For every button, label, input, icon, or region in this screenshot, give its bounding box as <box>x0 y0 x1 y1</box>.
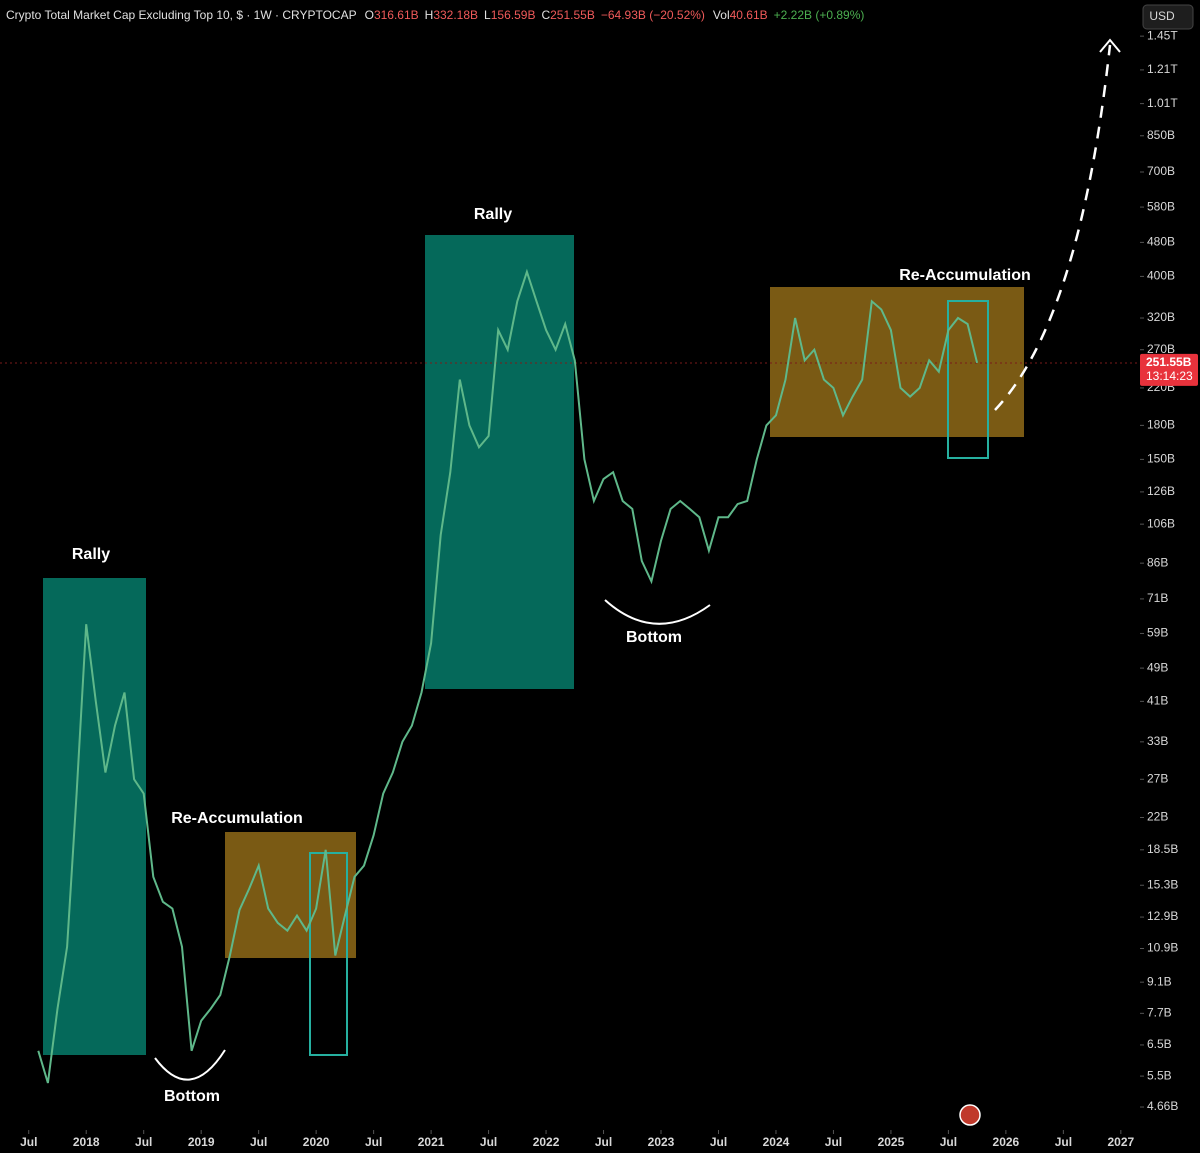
y-tick-label: 1.01T <box>1147 96 1178 110</box>
ohlc-value: 156.59B <box>491 8 536 22</box>
y-tick-label: 27B <box>1147 771 1168 785</box>
y-tick-label: 1.45T <box>1147 28 1178 42</box>
x-tick-label: 2023 <box>648 1135 675 1149</box>
bottom-arc <box>604 599 711 625</box>
x-tick-label: 2018 <box>73 1135 100 1149</box>
price-tag-label: 251.55B <box>1146 355 1192 369</box>
x-tick-label: Jul <box>250 1135 267 1149</box>
y-tick-label: 15.3B <box>1147 877 1178 891</box>
annotation: Re-Accumulation <box>899 267 1031 284</box>
highlight-box <box>947 300 989 459</box>
y-tick-label: 22B <box>1147 810 1168 824</box>
countdown: 13:14:23 <box>1146 369 1193 383</box>
volume-change: +2.22B (+0.89%) <box>774 8 865 22</box>
x-tick-label: 2022 <box>533 1135 560 1149</box>
ohlc-value: 316.61B <box>374 8 419 22</box>
x-tick-label: Jul <box>135 1135 152 1149</box>
y-tick-label: 1.21T <box>1147 62 1178 76</box>
y-tick-label: 400B <box>1147 269 1175 283</box>
annotation: Rally <box>72 546 110 563</box>
y-tick-label: 850B <box>1147 128 1175 142</box>
x-tick-label: 2021 <box>418 1135 445 1149</box>
x-tick-label: 2024 <box>763 1135 790 1149</box>
y-tick-label: 10.9B <box>1147 941 1178 955</box>
annotation: Bottom <box>626 629 682 646</box>
y-tick-label: 700B <box>1147 164 1175 178</box>
x-tick-label: 2025 <box>878 1135 905 1149</box>
y-tick-label: 180B <box>1147 418 1175 432</box>
arrow-head <box>1099 38 1121 53</box>
y-axis-panel <box>1140 0 1200 1153</box>
title: Crypto Total Market Cap Excluding Top 10… <box>6 8 357 22</box>
x-tick-label: 2019 <box>188 1135 215 1149</box>
x-tick-label: Jul <box>480 1135 497 1149</box>
y-tick-label: 6.5B <box>1147 1037 1172 1051</box>
y-tick-label: 59B <box>1147 626 1168 640</box>
projection-arrow <box>994 44 1112 411</box>
y-tick-label: 480B <box>1147 235 1175 249</box>
x-tick-label: 2020 <box>303 1135 330 1149</box>
y-tick-label: 320B <box>1147 310 1175 324</box>
y-tick-label: 33B <box>1147 734 1168 748</box>
volume-label: Vol <box>713 8 730 22</box>
rally-box <box>425 235 574 689</box>
ohlc-label: H <box>425 8 434 22</box>
annotation: Rally <box>474 206 512 223</box>
event-icon[interactable] <box>959 1104 981 1126</box>
highlight-box <box>309 852 348 1056</box>
y-tick-label: 150B <box>1147 452 1175 466</box>
y-tick-label: 580B <box>1147 199 1175 213</box>
y-tick-label: 49B <box>1147 660 1168 674</box>
change: −64.93B (−20.52%) <box>601 8 705 22</box>
price-line-series <box>37 268 979 1084</box>
y-tick-label: 12.9B <box>1147 909 1178 923</box>
rally-box <box>43 578 146 1055</box>
x-tick-label: 2026 <box>993 1135 1020 1149</box>
volume: 40.61B <box>730 8 768 22</box>
y-tick-label: 18.5B <box>1147 842 1178 856</box>
y-tick-label: 9.1B <box>1147 974 1172 988</box>
annotation: Re-Accumulation <box>171 810 303 827</box>
ohlc-label: O <box>365 8 374 22</box>
y-tick-label: 126B <box>1147 484 1175 498</box>
x-tick-label: Jul <box>20 1135 37 1149</box>
series-layer <box>37 268 979 1084</box>
y-tick-label: 270B <box>1147 342 1175 356</box>
x-tick-label: Jul <box>710 1135 727 1149</box>
y-tick-label: 71B <box>1147 591 1168 605</box>
currency[interactable]: USD <box>1149 9 1175 23</box>
y-tick-label: 7.7B <box>1147 1006 1172 1020</box>
currency-button[interactable] <box>1142 4 1194 30</box>
y-tick-label: 5.5B <box>1147 1068 1172 1082</box>
ohlc-value: 332.18B <box>433 8 478 22</box>
y-tick-label: 86B <box>1147 555 1168 569</box>
x-tick-label: Jul <box>825 1135 842 1149</box>
y-tick-label: 41B <box>1147 694 1168 708</box>
annotation: Bottom <box>164 1088 220 1105</box>
x-tick-label: Jul <box>595 1135 612 1149</box>
y-tick-label: 106B <box>1147 516 1175 530</box>
price-tag <box>1140 353 1198 386</box>
x-tick-label: Jul <box>940 1135 957 1149</box>
reaccumulation-box <box>225 832 356 958</box>
ohlc-label: C <box>541 8 550 22</box>
x-tick-label: Jul <box>1055 1135 1072 1149</box>
ohlc-value: 251.55B <box>550 8 595 22</box>
header-line: Crypto Total Market Cap Excluding Top 10… <box>6 8 864 22</box>
x-tick-label: Jul <box>365 1135 382 1149</box>
x-tick-label: 2027 <box>1107 1135 1134 1149</box>
ohlc-label: L <box>484 8 491 22</box>
y-tick-label: 4.66B <box>1147 1099 1178 1113</box>
bottom-arc <box>154 1049 226 1081</box>
